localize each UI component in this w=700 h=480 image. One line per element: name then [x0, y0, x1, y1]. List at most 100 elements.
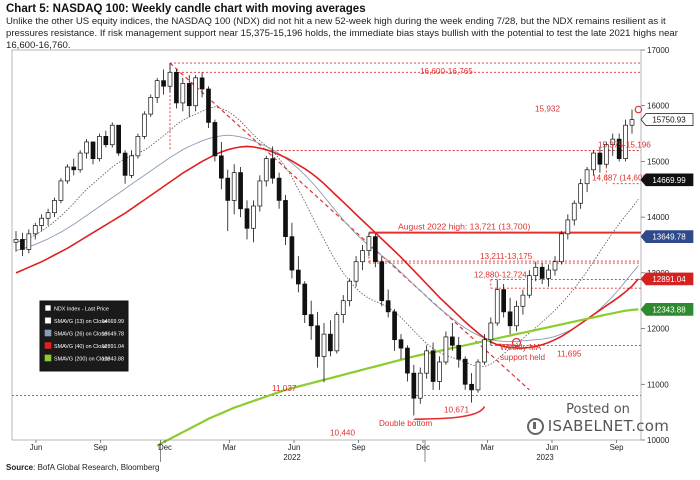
sma13-line [15, 106, 639, 367]
label-weekly-ma-line2: support held [500, 353, 546, 362]
candle [263, 158, 269, 182]
chart-title: Chart 5: NASDAQ 100: Weekly candle chart… [6, 3, 366, 15]
candle [109, 124, 115, 146]
candle [135, 136, 141, 157]
legend-entry-name: NDX Index - Last Price [54, 307, 109, 313]
candle [488, 322, 494, 341]
legend-entry-name: SMAVG (200) on Close [54, 357, 110, 363]
chart-subtitle: Unlike the other US equity indices, the … [6, 16, 678, 51]
x-month-label: Jun [288, 443, 301, 452]
candle [289, 236, 295, 271]
candle [372, 236, 378, 263]
price-tag [640, 113, 694, 126]
candle [392, 311, 397, 341]
candle [482, 339, 487, 363]
candle [584, 169, 590, 185]
x-month-label: Sep [352, 443, 367, 452]
candle [251, 205, 256, 229]
candle [417, 372, 423, 399]
candle [129, 155, 134, 176]
label-double-bottom: Double bottom [379, 419, 432, 428]
price-tag-label: 12343.88 [652, 305, 686, 314]
candle [520, 294, 526, 307]
price-tag [640, 303, 694, 316]
candle [270, 158, 276, 179]
y-tick-label: 16000 [647, 102, 670, 111]
sma26-line [15, 134, 639, 342]
candle [411, 372, 417, 399]
source-text: : BofA Global Research, Bloomberg [33, 463, 160, 472]
legend-entry-value: 13649.78 [102, 332, 124, 338]
y-tick-label: 10000 [647, 436, 670, 445]
candle [360, 250, 365, 263]
candle [456, 344, 462, 360]
candle [77, 152, 83, 171]
label-12880-12724: 12,880-12,724 [474, 271, 527, 280]
legend-swatch [44, 317, 52, 324]
legend-swatch [44, 304, 52, 312]
candle [571, 202, 577, 221]
candle [353, 261, 359, 282]
candle [385, 300, 391, 313]
candle [167, 71, 173, 87]
price-tag-label: 15750.93 [652, 116, 686, 125]
x-month-label: Sep [610, 443, 625, 452]
candle [45, 212, 51, 219]
x-month-label: Dec [158, 443, 172, 452]
legend-entry-name: SMAVG (40) on Close [54, 344, 107, 350]
plot-frame [11, 49, 642, 441]
sma40-line [15, 145, 640, 349]
ma-support-marker-circle [511, 337, 522, 348]
legend-swatch [44, 342, 52, 349]
label-10440: 10,440 [330, 428, 355, 437]
candle [238, 172, 243, 210]
label-weekly-ma-line1: Weekly MA [500, 343, 542, 352]
candle [90, 141, 96, 159]
candle [514, 305, 519, 327]
candle [206, 88, 211, 123]
candle [437, 361, 442, 382]
candle [565, 219, 571, 235]
candle [122, 152, 128, 176]
source-label: Source [6, 463, 34, 472]
x-month-label: Sep [94, 443, 109, 452]
watermark-posted-text: Posted on [566, 402, 630, 417]
candle [295, 269, 301, 285]
candle [591, 152, 596, 171]
label-11037: 11,037 [272, 384, 297, 393]
y-tick-label: 11000 [647, 380, 669, 389]
candle [398, 339, 404, 349]
legend-entry-value: 12343.88 [102, 357, 124, 363]
legend-swatch [44, 329, 52, 337]
candle [58, 180, 64, 201]
label-11695: 11,695 [557, 350, 582, 359]
candle [405, 347, 410, 374]
candle [328, 333, 333, 352]
candle [379, 261, 385, 302]
candle [39, 217, 45, 226]
price-tag-label: 13649.78 [652, 233, 686, 242]
candle [443, 336, 449, 363]
candle [64, 166, 70, 182]
label-16600-16765: 16,600-16,765 [420, 67, 473, 76]
candle [276, 177, 282, 201]
candle [315, 325, 320, 357]
candle [13, 239, 19, 243]
candle [103, 136, 109, 146]
price-tag-label: 14669.99 [652, 176, 686, 185]
candle [308, 314, 314, 327]
candle [597, 152, 603, 165]
x-year-label: 2023 [536, 453, 553, 462]
sma200-line [156, 308, 639, 447]
candle [52, 200, 57, 214]
candle [578, 183, 584, 204]
candle [116, 124, 122, 154]
candle [546, 269, 551, 279]
y-tick-label: 17000 [647, 46, 670, 55]
candle [32, 225, 38, 235]
candle [603, 144, 609, 165]
label-13211-13175: 13,211-13,175 [480, 252, 533, 261]
candle [218, 155, 224, 179]
source-note: Source: BofA Global Research, Bloomberg [6, 463, 159, 472]
